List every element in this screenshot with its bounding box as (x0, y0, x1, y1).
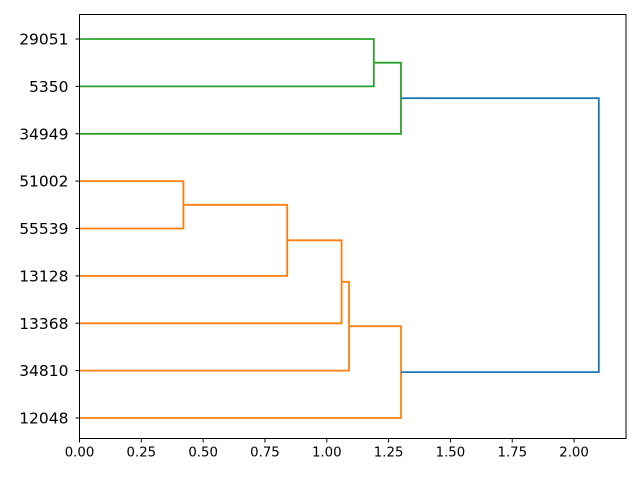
x-tick-label: 0.25 (127, 446, 157, 461)
x-tick-label: 2.00 (559, 446, 589, 461)
dendrogram-links (79, 38, 600, 419)
leaf-label: 51002 (19, 173, 68, 191)
dendrogram-link (79, 180, 185, 230)
dendrogram-link (79, 38, 375, 88)
leaf-label: 29051 (19, 31, 68, 49)
x-tick-label: 1.00 (312, 446, 342, 461)
dendrogram-link (79, 61, 402, 135)
dendrogram-link (79, 325, 402, 419)
axis-labels: 0.00 0.25 0.50 0.75 1.00 1.25 1.50 1.75 2.00 2905… (19, 31, 589, 461)
leaf-label: 55539 (19, 220, 68, 238)
leaf-label: 13128 (19, 267, 68, 285)
dendrogram-link (79, 280, 350, 372)
leaf-label: 34810 (19, 362, 68, 380)
x-tick-label: 1.75 (497, 446, 527, 461)
x-tick-label: 1.50 (436, 446, 466, 461)
x-tick-label: 0.00 (65, 446, 95, 461)
plot-border (79, 14, 627, 439)
x-tick-label: 0.75 (250, 446, 280, 461)
leaf-label: 5350 (29, 78, 68, 96)
leaf-label: 12048 (19, 410, 68, 428)
dendrogram-link (79, 239, 343, 325)
axes (75, 14, 627, 443)
leaf-label: 13368 (19, 315, 68, 333)
dendrogram-link (401, 97, 600, 374)
x-tick-label: 0.50 (188, 446, 218, 461)
leaf-label: 34949 (19, 125, 68, 143)
x-tick-label: 1.25 (374, 446, 404, 461)
